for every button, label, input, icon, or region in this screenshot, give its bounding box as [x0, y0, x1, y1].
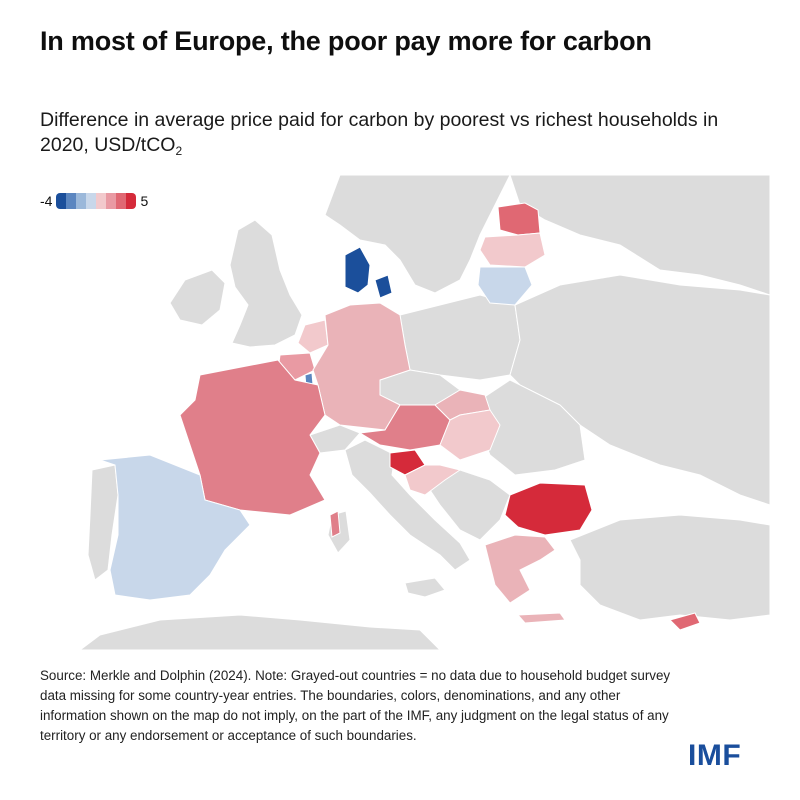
- legend-swatch: [66, 193, 77, 209]
- region-lithuania: [477, 266, 533, 306]
- legend-swatch: [76, 193, 87, 209]
- legend-swatch: [56, 193, 67, 209]
- region-spain: [99, 454, 251, 601]
- legend-swatch: [96, 193, 107, 209]
- region-ireland: [169, 269, 226, 326]
- europe-map: [79, 175, 770, 650]
- region-france: [179, 359, 326, 516]
- region-uk: [229, 219, 303, 348]
- page-title: In most of Europe, the poor pay more for…: [40, 26, 652, 56]
- region-estonia: [497, 202, 541, 236]
- legend-swatch: [126, 193, 137, 209]
- region-finland-russia: [509, 175, 770, 296]
- region-scandinavia: [324, 175, 511, 294]
- region-bulgaria: [504, 482, 593, 536]
- region-north-africa: [79, 614, 441, 650]
- source-note: Source: Merkle and Dolphin (2024). Note:…: [40, 668, 671, 743]
- region-denmark-islands: [374, 274, 393, 299]
- region-latvia: [479, 232, 546, 268]
- legend-swatch: [106, 193, 117, 209]
- legend-color-scale: [56, 193, 137, 209]
- subtitle-subscript: 2: [175, 144, 183, 158]
- region-denmark: [344, 246, 371, 294]
- region-corsica: [329, 510, 341, 538]
- region-netherlands: [297, 319, 329, 354]
- region-crete: [516, 612, 566, 624]
- region-turkey: [569, 514, 770, 621]
- region-poland: [399, 294, 521, 381]
- legend-max-label: 5: [140, 193, 149, 209]
- legend-swatch: [86, 193, 97, 209]
- legend-min-label: -4: [40, 193, 53, 209]
- page-subtitle: Difference in average price paid for car…: [40, 108, 760, 164]
- region-hungary: [439, 409, 501, 461]
- imf-logo: IMF: [688, 739, 742, 772]
- subtitle-text: Difference in average price paid for car…: [40, 109, 719, 156]
- region-croatia: [404, 464, 462, 496]
- region-cyprus: [669, 612, 701, 631]
- legend-swatch: [116, 193, 127, 209]
- region-balkans: [419, 469, 511, 541]
- region-sicily: [404, 577, 446, 598]
- region-germany: [312, 302, 411, 431]
- region-ukraine-belarus: [509, 274, 770, 506]
- region-greece: [484, 534, 556, 604]
- color-legend: -4 5: [40, 193, 148, 209]
